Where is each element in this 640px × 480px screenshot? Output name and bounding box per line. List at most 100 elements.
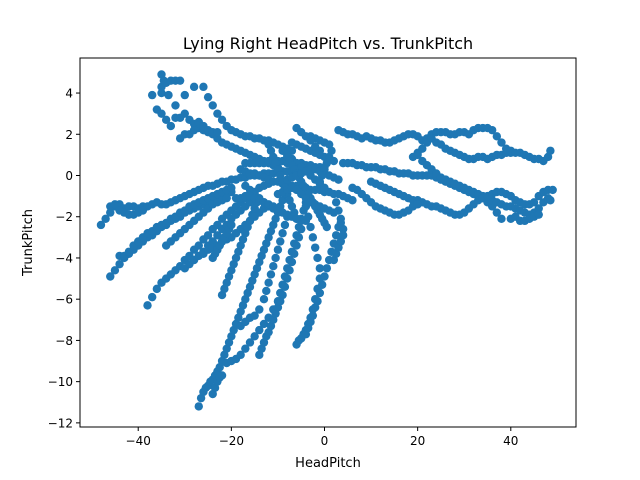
data-point [245, 338, 255, 347]
data-point [250, 332, 259, 341]
data-point [529, 198, 539, 207]
data-point [250, 311, 259, 320]
data-point [548, 185, 557, 195]
y-tick-label: 0 [65, 169, 73, 183]
data-point [310, 243, 320, 252]
data-point [199, 82, 208, 92]
data-point [294, 233, 304, 242]
data-point [138, 206, 148, 215]
data-point [315, 146, 325, 155]
data-point [171, 113, 180, 122]
data-point [276, 237, 285, 246]
data-point [189, 125, 199, 135]
data-point [497, 138, 506, 147]
data-point [336, 218, 346, 228]
data-point [266, 270, 276, 279]
data-point [217, 115, 227, 125]
y-tick-label: −6 [55, 293, 73, 307]
data-point [110, 266, 120, 275]
data-point [338, 231, 348, 240]
data-point [320, 272, 329, 281]
data-point [147, 292, 157, 302]
data-point [301, 216, 311, 226]
x-tick-label: 0 [321, 434, 329, 448]
data-point [315, 288, 325, 298]
data-point [329, 208, 339, 217]
data-point [280, 282, 290, 292]
x-tick-label: 40 [503, 434, 518, 448]
data-point [348, 196, 357, 205]
data-point [306, 222, 315, 232]
data-point [227, 220, 236, 230]
y-tick-label: −12 [48, 416, 73, 430]
x-tick-label: −40 [126, 434, 151, 448]
data-point [285, 266, 294, 275]
data-point [497, 214, 506, 223]
scatter-points [96, 70, 557, 411]
data-point [487, 125, 497, 135]
data-point [413, 200, 422, 209]
chart-title: Lying Right HeadPitch vs. TrunkPitch [183, 34, 473, 53]
data-point [313, 297, 322, 306]
data-point [175, 76, 185, 85]
y-axis: −12 −10 −8 −6 −4 −2 0 2 4 [48, 87, 80, 430]
data-point [287, 257, 297, 267]
data-point [290, 249, 299, 259]
data-point [534, 210, 543, 219]
y-tick-label: −8 [55, 334, 73, 348]
data-point [315, 264, 325, 273]
data-point [273, 245, 283, 254]
y-tick-label: −10 [48, 375, 73, 389]
data-point [213, 109, 222, 118]
data-point [322, 222, 332, 232]
data-point [213, 128, 222, 137]
data-point [255, 325, 264, 335]
data-point [534, 204, 543, 213]
data-point [152, 284, 162, 294]
data-point [255, 305, 264, 314]
data-point [278, 229, 287, 238]
data-point [189, 82, 199, 92]
data-point [262, 286, 271, 296]
data-point [320, 183, 329, 193]
data-point [546, 146, 555, 155]
x-tick-label: −20 [219, 434, 244, 448]
x-axis-label: HeadPitch [295, 456, 361, 471]
data-point [164, 90, 173, 100]
data-point [106, 272, 115, 281]
data-point [280, 220, 290, 230]
data-point [331, 198, 341, 207]
data-point [227, 183, 236, 193]
data-point [106, 208, 115, 217]
data-point [194, 241, 203, 250]
data-point [161, 115, 171, 125]
data-point [315, 177, 325, 186]
data-point [157, 109, 166, 118]
data-point [418, 144, 427, 153]
data-point [213, 231, 222, 240]
data-point [313, 253, 322, 263]
data-point [147, 90, 157, 100]
data-point [180, 90, 189, 100]
data-point [101, 214, 110, 223]
data-point [264, 278, 273, 287]
data-point [492, 208, 502, 217]
data-point [306, 136, 315, 145]
data-point [157, 88, 166, 98]
data-point [492, 132, 502, 141]
data-point [269, 262, 278, 271]
y-axis-label: TrunkPitch [21, 209, 36, 277]
data-point [292, 214, 301, 223]
data-point [194, 402, 203, 411]
data-point [413, 150, 422, 160]
data-point [297, 224, 306, 234]
y-tick-label: 2 [65, 128, 73, 142]
data-point [317, 280, 327, 289]
data-point [546, 196, 555, 205]
data-point [124, 247, 134, 256]
data-point [292, 241, 301, 250]
data-point [322, 264, 332, 273]
plot-frame [79, 57, 577, 428]
data-point [203, 92, 213, 102]
y-tick-label: 4 [65, 87, 73, 101]
